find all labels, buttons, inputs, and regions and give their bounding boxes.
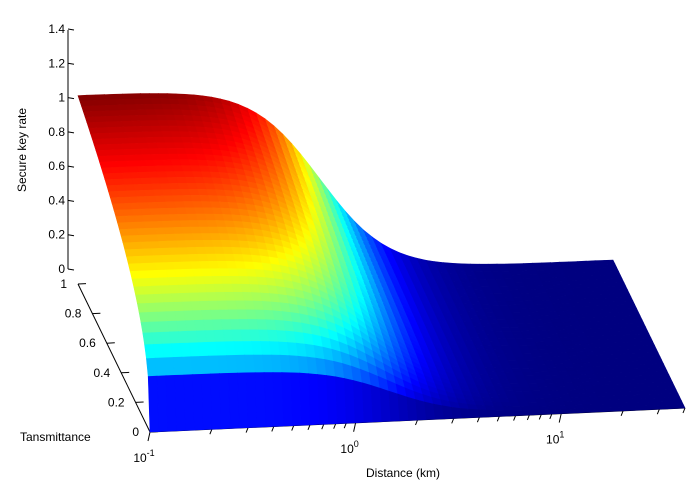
- x-major-tick: [559, 414, 561, 423]
- z-tick-label: 0: [58, 262, 65, 276]
- x-minor-tick: [621, 411, 623, 416]
- z-tick: [68, 269, 74, 270]
- surface-cell: [674, 404, 685, 408]
- z-tick-label: 1.2: [48, 56, 65, 70]
- y-tick-label: 0: [132, 425, 139, 439]
- x-tick-label: 100: [340, 439, 358, 456]
- x-minor-tick: [657, 409, 659, 414]
- x-axis-label: Distance (km): [366, 466, 440, 480]
- z-tick: [68, 29, 74, 30]
- y-tick-label: 0.2: [108, 395, 125, 409]
- z-tick: [68, 132, 74, 133]
- z-tick-label: 0.2: [48, 228, 65, 242]
- z-axis-label: Secure key rate: [15, 108, 29, 192]
- x-minor-tick: [497, 416, 499, 421]
- x-tick-label: 101: [546, 430, 564, 447]
- x-minor-tick: [539, 414, 541, 419]
- z-tick: [68, 166, 74, 167]
- x-minor-tick: [683, 408, 685, 413]
- y-axis-label: Tansmittance: [20, 430, 91, 444]
- x-tick-label: 10-1: [133, 448, 154, 465]
- z-tick-label: 0.6: [48, 159, 65, 173]
- y-tick-label: 0.4: [94, 366, 111, 380]
- z-tick-label: 1.4: [48, 22, 65, 36]
- x-minor-tick: [416, 420, 418, 425]
- x-minor-tick: [514, 416, 516, 421]
- x-minor-tick: [550, 414, 552, 419]
- z-tick-label: 0.4: [48, 193, 65, 207]
- x-minor-tick: [452, 418, 454, 423]
- x-minor-tick: [527, 415, 529, 420]
- x-minor-tick: [308, 425, 310, 430]
- x-minor-tick: [322, 424, 324, 429]
- x-minor-tick: [477, 417, 479, 422]
- z-tick: [68, 200, 74, 201]
- x-minor-tick: [272, 426, 274, 431]
- x-minor-tick: [210, 429, 212, 434]
- z-tick-label: 0.8: [48, 125, 65, 139]
- y-tick-label: 0.6: [79, 336, 96, 350]
- x-minor-tick: [292, 426, 294, 431]
- x-major-tick: [354, 423, 356, 432]
- surface: [78, 94, 685, 433]
- z-tick: [68, 63, 74, 64]
- x-minor-tick: [246, 428, 248, 433]
- y-tick-label: 0.8: [65, 307, 82, 321]
- x-minor-tick: [334, 424, 336, 429]
- z-tick: [68, 235, 74, 236]
- x-major-tick: [148, 432, 150, 441]
- x-minor-tick: [344, 423, 346, 428]
- z-tick-label: 1: [58, 91, 65, 105]
- y-tick-label: 1: [60, 277, 67, 291]
- z-tick: [68, 98, 74, 99]
